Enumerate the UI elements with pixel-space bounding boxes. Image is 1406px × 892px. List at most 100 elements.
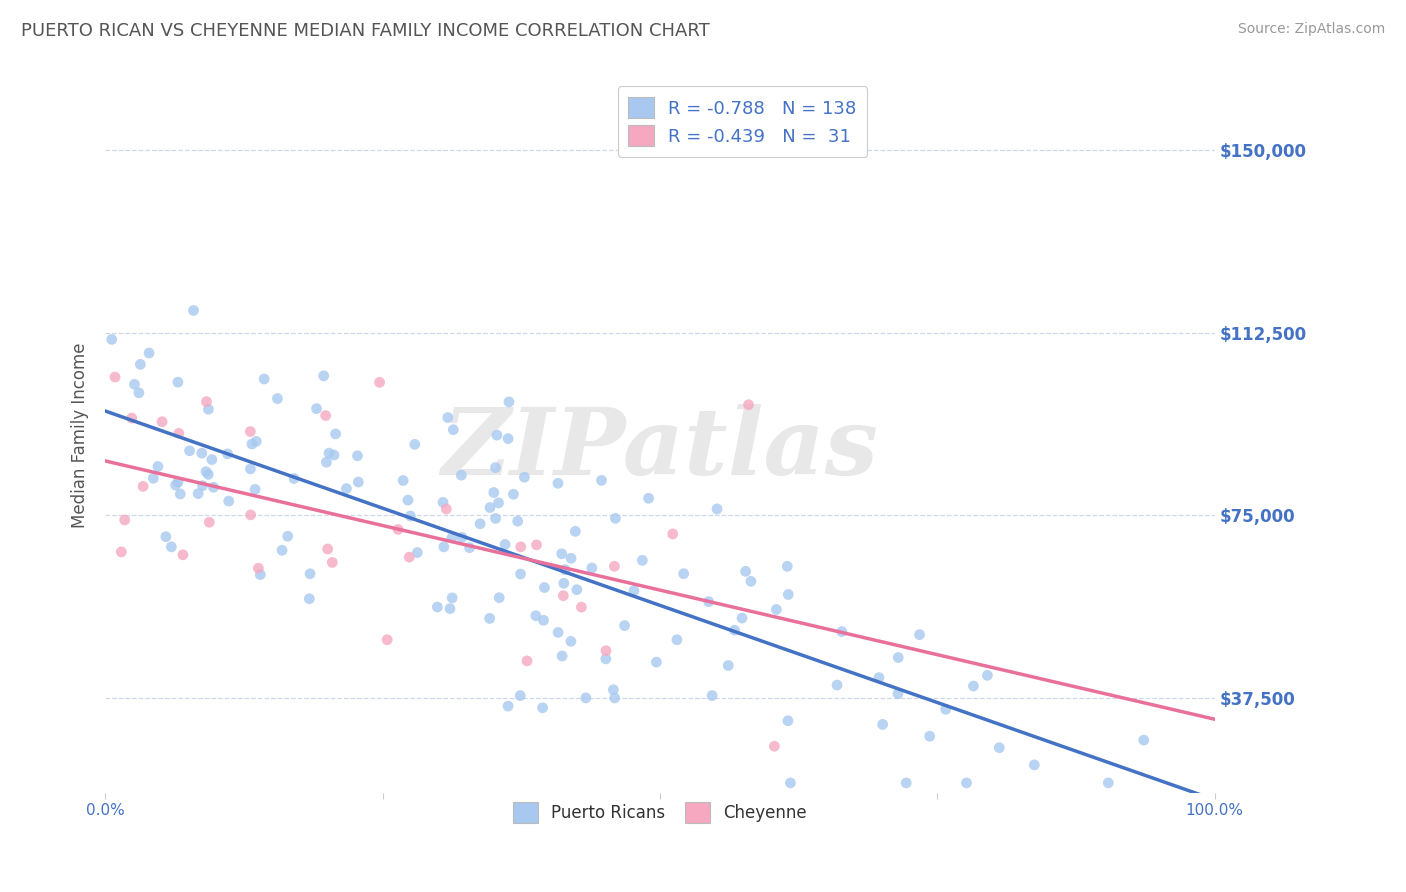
Point [243,483,266,497]
Point [146,459,169,474]
Point [247,561,270,575]
Point [167,426,190,441]
Point [155,530,177,544]
Point [509,540,531,554]
Point [253,372,276,386]
Point [315,455,337,469]
Point [183,303,205,318]
Point [740,574,762,589]
Point [484,511,506,525]
Point [440,531,463,545]
Point [318,446,340,460]
Point [132,479,155,493]
Point [165,478,187,492]
Point [191,446,214,460]
Point [142,471,165,485]
Point [396,493,419,508]
Y-axis label: Median Family Income: Median Family Income [72,343,89,528]
Point [124,377,146,392]
Point [613,618,636,632]
Point [458,541,481,555]
Point [312,368,335,383]
Point [560,551,582,566]
Point [988,740,1011,755]
Point [494,537,516,551]
Point [516,654,538,668]
Point [271,543,294,558]
Point [434,502,457,516]
Point [129,357,152,371]
Point [662,527,685,541]
Point [533,613,555,627]
Point [564,524,586,539]
Legend: Puerto Ricans, Cheyenne: Puerto Ricans, Cheyenne [501,790,818,834]
Point [731,611,754,625]
Point [323,448,346,462]
Point [526,538,548,552]
Point [623,583,645,598]
Point [197,467,219,482]
Point [779,776,801,790]
Point [962,679,984,693]
Text: PUERTO RICAN VS CHEYENNE MEDIAN FAMILY INCOME CORRELATION CHART: PUERTO RICAN VS CHEYENNE MEDIAN FAMILY I… [21,22,710,40]
Point [700,689,723,703]
Point [197,402,219,417]
Point [533,581,555,595]
Point [375,632,398,647]
Point [645,655,668,669]
Text: ZIPatlas: ZIPatlas [441,404,879,494]
Point [765,602,787,616]
Point [202,480,225,494]
Point [484,460,506,475]
Point [665,632,688,647]
Point [325,426,347,441]
Point [191,479,214,493]
Point [114,513,136,527]
Point [631,553,654,567]
Point [488,496,510,510]
Point [935,702,957,716]
Point [441,591,464,605]
Point [277,529,299,543]
Point [547,625,569,640]
Point [441,423,464,437]
Point [488,591,510,605]
Point [496,432,519,446]
Point [565,582,588,597]
Point [908,628,931,642]
Point [239,425,262,439]
Point [426,600,449,615]
Point [451,530,474,544]
Point [470,516,492,531]
Point [187,486,209,500]
Point [167,475,190,489]
Point [432,495,454,509]
Point [887,650,910,665]
Point [482,485,505,500]
Point [831,624,853,639]
Point [406,545,429,559]
Point [368,376,391,390]
Point [672,566,695,581]
Point [399,508,422,523]
Point [554,563,576,577]
Point [128,385,150,400]
Point [717,658,740,673]
Point [198,515,221,529]
Point [160,540,183,554]
Point [918,729,941,743]
Point [498,395,520,409]
Text: Source: ZipAtlas.com: Source: ZipAtlas.com [1237,22,1385,37]
Point [266,392,288,406]
Point [551,547,574,561]
Point [240,437,263,451]
Point [299,566,322,581]
Point [591,474,613,488]
Point [138,346,160,360]
Point [603,559,626,574]
Point [551,648,574,663]
Point [778,587,800,601]
Point [524,608,547,623]
Point [547,476,569,491]
Point [217,447,239,461]
